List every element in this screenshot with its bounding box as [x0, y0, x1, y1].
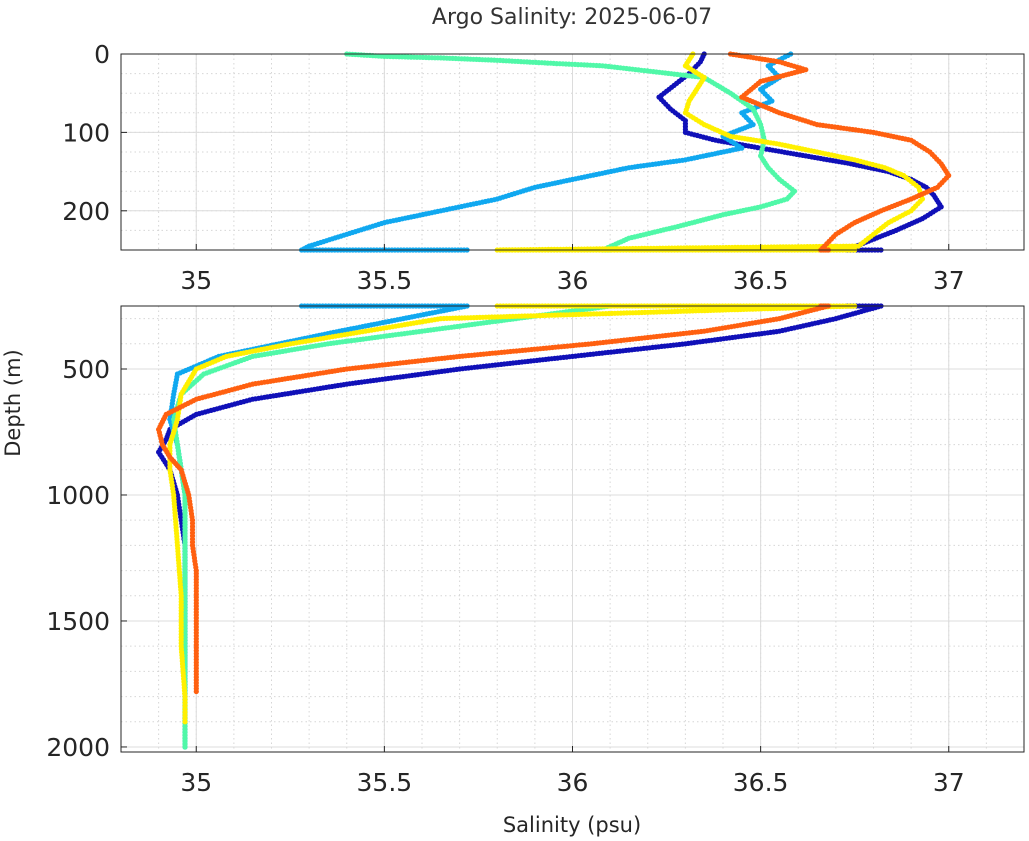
lower-panel-border	[120, 305, 1025, 753]
upper-panel: 35 35.5 36 36.5 37 0 100 200	[62, 40, 1025, 295]
x-tick-label: 35.5	[357, 768, 413, 797]
y-tick-label: 0	[94, 40, 110, 69]
y-tick-label: 1000	[46, 481, 110, 510]
x-tick-label: 36.5	[733, 768, 789, 797]
x-tick-label: 36	[557, 768, 589, 797]
y-tick-label: 500	[62, 355, 110, 384]
y-tick-label: 1500	[46, 607, 110, 636]
chart-title: Argo Salinity: 2025-06-07	[432, 5, 712, 30]
series-profile-5	[156, 303, 831, 695]
lower-panel: 35 35.5 36 36.5 37 500 1000 1500 2000	[46, 303, 1025, 797]
series-profile-3	[344, 51, 798, 253]
y-tick-label: 100	[62, 118, 110, 147]
x-tick-label: 36	[557, 266, 589, 295]
x-tick-label: 35	[180, 768, 212, 797]
upper-panel-border	[120, 53, 1025, 251]
x-tick-label: 37	[933, 768, 965, 797]
x-tick-label: 37	[933, 266, 965, 295]
x-tick-label: 36.5	[733, 266, 789, 295]
data-point	[193, 688, 199, 695]
x-tick-label: 35.5	[357, 266, 413, 295]
y-axis-label: Depth (m)	[1, 349, 25, 456]
x-tick-label: 35	[180, 266, 212, 295]
y-tick-label: 200	[62, 197, 110, 226]
y-tick-label: 2000	[46, 733, 110, 762]
data-point	[182, 719, 188, 725]
series-profile-5	[727, 51, 952, 253]
data-point	[182, 744, 188, 750]
x-axis-label: Salinity (psu)	[503, 813, 641, 837]
